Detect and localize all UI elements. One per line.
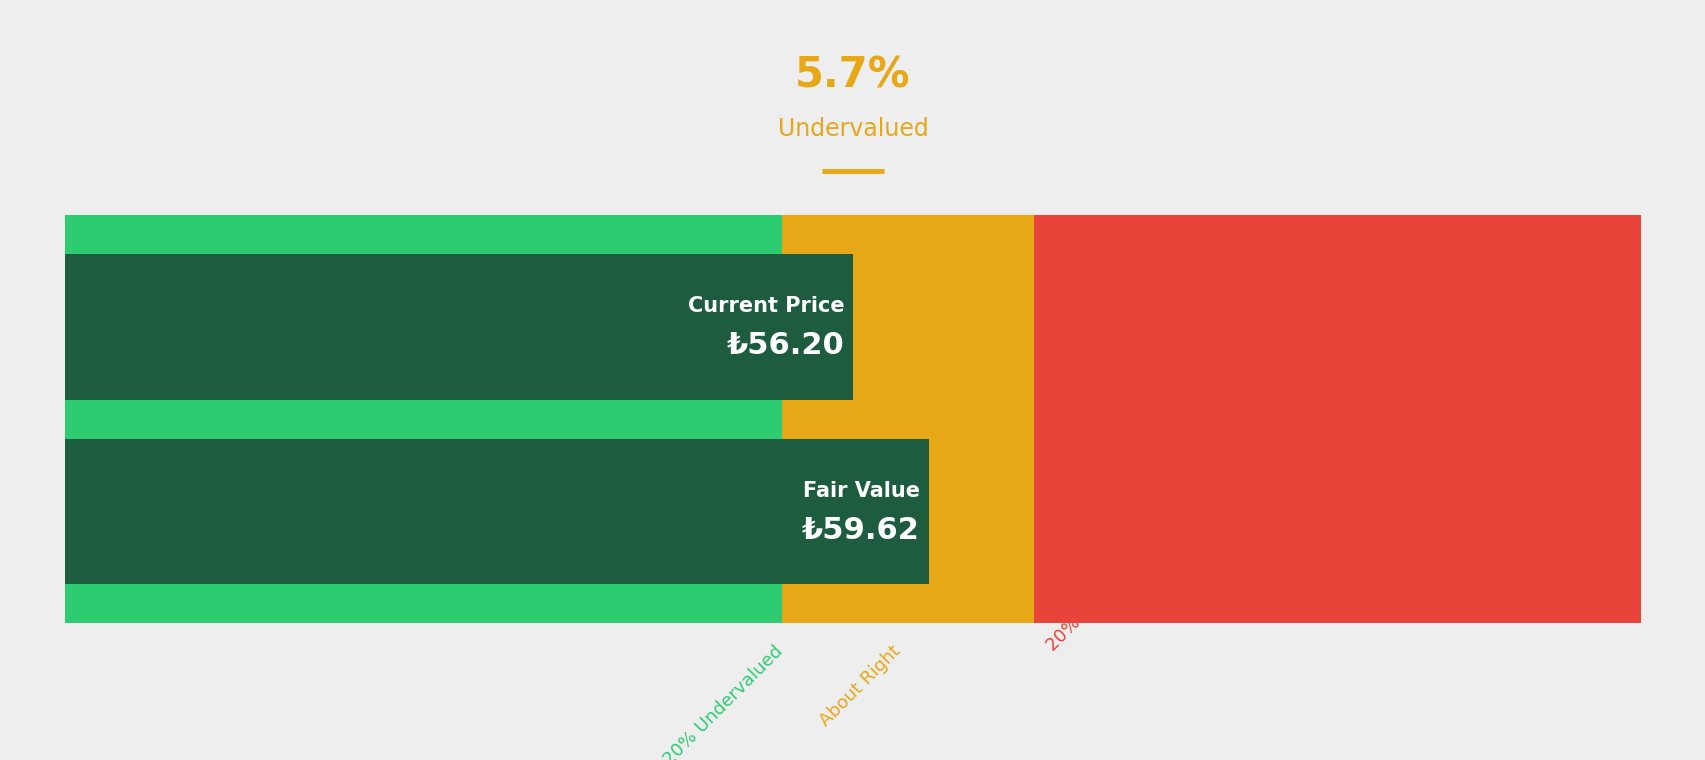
Bar xyxy=(65,254,781,400)
Bar xyxy=(1033,400,1640,439)
Text: Current Price: Current Price xyxy=(687,296,844,316)
Text: 5.7%: 5.7% xyxy=(795,55,910,97)
Bar xyxy=(65,254,852,400)
Bar xyxy=(1033,584,1640,623)
Bar xyxy=(781,400,1033,439)
Bar xyxy=(781,215,1033,254)
Bar xyxy=(1033,439,1640,584)
Text: ₺56.20: ₺56.20 xyxy=(726,331,844,360)
Bar xyxy=(781,439,1033,584)
Text: About Right: About Right xyxy=(815,642,904,730)
Text: 20% Overvalued: 20% Overvalued xyxy=(1042,537,1161,655)
Bar xyxy=(65,400,781,439)
Bar xyxy=(65,439,928,584)
Bar xyxy=(65,215,781,254)
Text: Fair Value: Fair Value xyxy=(803,481,919,501)
Bar xyxy=(781,584,1033,623)
Bar xyxy=(1033,254,1640,400)
Bar xyxy=(1033,215,1640,254)
Bar xyxy=(65,439,781,584)
Bar xyxy=(65,584,781,623)
Text: ₺59.62: ₺59.62 xyxy=(801,516,919,545)
Text: 20% Undervalued: 20% Undervalued xyxy=(660,642,786,760)
Bar xyxy=(781,254,1033,400)
Text: Undervalued: Undervalued xyxy=(777,117,928,141)
